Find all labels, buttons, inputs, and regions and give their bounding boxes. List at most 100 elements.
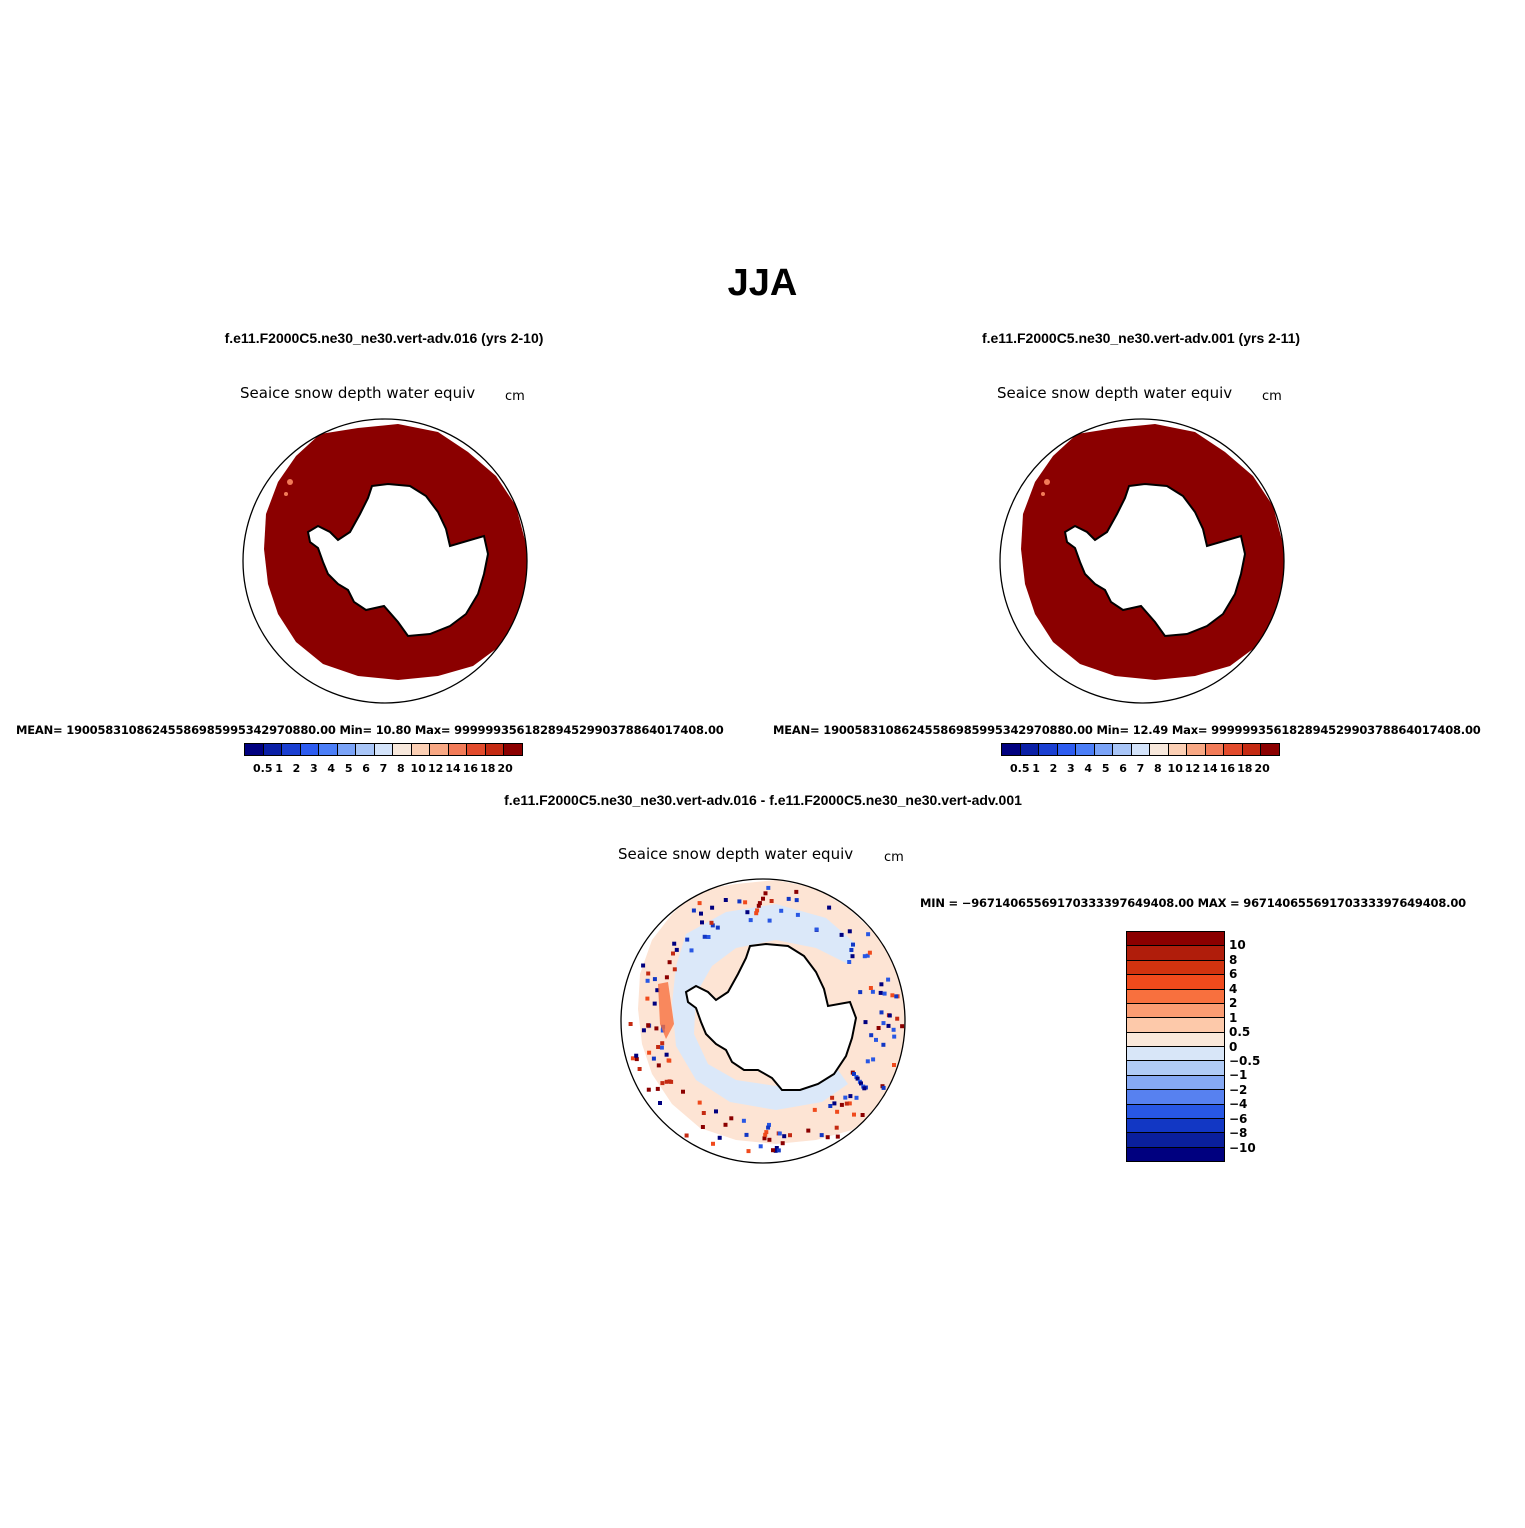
panel-2-variable: Seaice snow depth water equiv [997, 384, 1233, 402]
anomaly-cell [777, 1131, 782, 1136]
anomaly-cell [774, 1146, 779, 1150]
anomaly-cell [671, 951, 675, 956]
colorbar-label: −1 [1229, 1068, 1248, 1083]
anomaly-cell [660, 1081, 665, 1086]
anomaly-cell [788, 1133, 792, 1138]
anomaly-cell [746, 1149, 751, 1154]
difference-stats: MIN = −96714065569170333397649408.00 MAX… [920, 896, 1466, 910]
anomaly-cell [757, 901, 762, 906]
anomaly-cell [645, 978, 650, 983]
anomaly-cell [658, 1101, 662, 1105]
anomaly-cell [878, 990, 883, 995]
anomaly-cell [656, 1045, 661, 1049]
colorbar-cell [319, 744, 338, 755]
anomaly-cell [767, 1122, 771, 1127]
panel-2-colorbar-labels: 0.5 1 2 3 4 5 6 7 8 10 12 14 16 18 20 [1010, 762, 1271, 775]
anomaly-cell [776, 1148, 781, 1153]
anomaly-cell [652, 1001, 657, 1006]
anomaly-cell [847, 1101, 852, 1106]
anomaly-cell [674, 947, 679, 952]
anomaly-cell [767, 918, 772, 923]
anomaly-cell [839, 1102, 844, 1107]
anomaly-cell [852, 1072, 856, 1076]
anomaly-cell [630, 1056, 635, 1061]
anomaly-cell [761, 896, 765, 901]
anomaly-cell [684, 1133, 689, 1138]
colorbar-cell [1127, 1118, 1224, 1134]
anomaly-cell [773, 1148, 778, 1153]
anomaly-cell [667, 1079, 672, 1084]
anomaly-cell [839, 932, 844, 937]
anomaly-cell [771, 1148, 775, 1153]
anomaly-cell [656, 1063, 661, 1068]
anomaly-cell [844, 1101, 849, 1106]
anomaly-cell [769, 899, 774, 903]
colorbar-cell [245, 744, 264, 755]
anomaly-cell [879, 1010, 884, 1015]
colorbar-cell [1127, 1075, 1224, 1091]
colorbar-label: 20 [1254, 762, 1270, 775]
anomaly-cell [819, 1133, 824, 1138]
colorbar-label: −2 [1229, 1082, 1248, 1097]
anomaly-cell [862, 1086, 867, 1091]
anomaly-cell [745, 910, 750, 915]
colorbar-label: 10 [1229, 938, 1246, 953]
colorbar-label: 7 [1136, 762, 1145, 775]
anomaly-cell [667, 960, 672, 965]
anomaly-cell [685, 937, 690, 942]
anomaly-cell [672, 967, 677, 972]
colorbar-cell [1127, 1018, 1224, 1033]
colorbar-label: 1 [1229, 1010, 1238, 1025]
anomaly-cell [660, 1041, 665, 1046]
anomaly-cell [762, 1136, 767, 1141]
anomaly-cell [887, 1013, 892, 1018]
anomaly-cell [860, 1113, 865, 1117]
anomaly-cell [664, 975, 669, 980]
anomaly-cell [744, 1132, 749, 1137]
anomaly-cell [647, 1050, 652, 1055]
colorbar-label: −6 [1229, 1111, 1248, 1126]
anomaly-cell [866, 932, 871, 937]
anomaly-cell [855, 1076, 860, 1081]
colorbar-label: 14 [445, 762, 461, 775]
anomaly-cell [867, 950, 872, 955]
colorbar-label: 2 [292, 762, 301, 775]
main-title: JJA [727, 262, 798, 304]
colorbar-label: 10 [1167, 762, 1183, 775]
difference-colorbar-labels: 10 8 6 4 2 1 0.5 0 −0.5 −1 −2 −4 −6 −8 −10 [1229, 931, 1279, 1162]
anomaly-cell [882, 991, 887, 996]
colorbar-cell [1127, 1003, 1224, 1019]
colorbar-label: 0.5 [1010, 762, 1030, 775]
panel-1-units: cm [505, 389, 525, 404]
anomaly-cell [634, 1057, 639, 1062]
colorbar-label: 2 [1049, 762, 1058, 775]
anomaly-cell [843, 1095, 848, 1100]
anomaly-cell [825, 1135, 830, 1140]
colorbar-cell [1039, 744, 1058, 755]
anomaly-cell [758, 1144, 763, 1149]
colorbar-label: 10 [410, 762, 426, 775]
colorbar-label: 12 [1184, 762, 1201, 775]
anomaly-cell [700, 1125, 705, 1129]
colorbar-label: 8 [396, 762, 405, 775]
colorbar-label: 4 [1229, 981, 1238, 996]
anomaly-cell [869, 1033, 874, 1038]
anomaly-cell [681, 1089, 685, 1094]
difference-anomaly-cells [628, 885, 905, 1154]
colorbar-label: 3 [310, 762, 318, 775]
anomaly-cell [710, 905, 715, 910]
panel-1-title: f.e11.F2000C5.ne30_ne30.vert-adv.016 (yr… [224, 330, 544, 346]
difference-title: f.e11.F2000C5.ne30_ne30.vert-adv.016 - f… [504, 792, 1022, 808]
anomaly-cell [709, 920, 714, 925]
colorbar-label: 8 [1153, 762, 1162, 775]
anomaly-cell [637, 1067, 642, 1071]
panel-2-units: cm [1262, 389, 1282, 404]
colorbar-cell [1127, 989, 1224, 1004]
colorbar-label: 5 [344, 762, 353, 775]
colorbar-cell [1127, 1047, 1224, 1062]
colorbar-cell [1261, 744, 1279, 755]
anomaly-cell [664, 1079, 669, 1084]
anomaly-cell [689, 948, 694, 953]
anomaly-cell [723, 898, 728, 902]
anomaly-cell [711, 1141, 715, 1146]
